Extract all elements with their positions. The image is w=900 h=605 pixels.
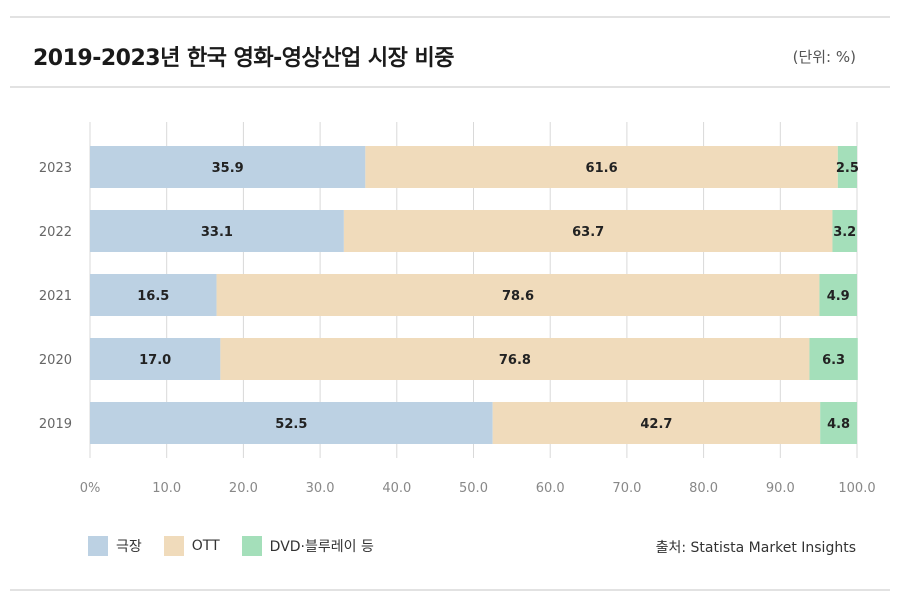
legend: 극장 OTT DVD·블루레이 등 xyxy=(88,536,396,556)
category-label-2020: 2020 xyxy=(39,353,72,368)
legend-label-ott: OTT xyxy=(191,538,220,554)
bar-theater-2023 xyxy=(90,146,366,188)
x-tick-label-8: 80.0 xyxy=(689,481,718,496)
bar-dvd-2022 xyxy=(832,210,857,252)
category-label-2023: 2023 xyxy=(39,161,72,176)
bar-theater-2019 xyxy=(90,402,493,444)
bar-dvd-2023 xyxy=(837,146,857,188)
data-label-dvd-2020: 6.3 xyxy=(822,353,845,368)
x-tick-label-1: 10.0 xyxy=(152,481,181,496)
data-label-theater-2022: 33.1 xyxy=(201,225,233,240)
bar-ott-2019 xyxy=(492,402,821,444)
category-label-2021: 2021 xyxy=(39,289,72,304)
legend-label-theater: 극장 xyxy=(116,539,142,555)
data-label-theater-2020: 17.0 xyxy=(139,353,171,368)
x-tick-label-4: 40.0 xyxy=(382,481,411,496)
bar-dvd-2020 xyxy=(809,338,858,380)
legend-swatch-theater xyxy=(88,536,108,556)
unit-label: (단위: %) xyxy=(792,48,856,66)
data-label-ott-2023: 61.6 xyxy=(586,161,618,176)
bar-dvd-2021 xyxy=(819,274,857,316)
legend-swatch-ott xyxy=(163,536,184,556)
x-tick-label-7: 70.0 xyxy=(612,481,641,496)
data-label-theater-2023: 35.9 xyxy=(212,161,244,176)
bar-ott-2022 xyxy=(343,210,833,252)
data-label-ott-2020: 76.8 xyxy=(499,353,531,368)
legend-item-dvd: DVD·블루레이 등 xyxy=(241,536,374,556)
x-tick-label-2: 20.0 xyxy=(229,481,258,496)
category-label-2022: 2022 xyxy=(39,225,72,240)
bar-dvd-2019 xyxy=(820,402,857,444)
data-label-ott-2021: 78.6 xyxy=(502,289,534,304)
top-rule xyxy=(10,16,890,18)
data-label-ott-2019: 42.7 xyxy=(640,417,672,432)
bar-ott-2021 xyxy=(216,274,820,316)
bar-theater-2021 xyxy=(90,274,217,316)
data-label-dvd-2021: 4.9 xyxy=(827,289,850,304)
bar-theater-2020 xyxy=(90,338,221,380)
x-tick-label-5: 50.0 xyxy=(459,481,488,496)
bar-ott-2023 xyxy=(365,146,838,188)
data-label-dvd-2019: 4.8 xyxy=(827,417,850,432)
legend-item-theater: 극장 xyxy=(88,536,142,556)
category-label-2019: 2019 xyxy=(39,417,72,432)
x-tick-label-6: 60.0 xyxy=(536,481,565,496)
data-label-ott-2022: 63.7 xyxy=(572,225,604,240)
legend-label-dvd: DVD·블루레이 등 xyxy=(269,539,374,555)
x-tick-label-10: 100.0 xyxy=(838,481,875,496)
x-tick-label-0: 0% xyxy=(80,481,101,496)
bar-ott-2020 xyxy=(220,338,810,380)
data-label-theater-2021: 16.5 xyxy=(137,289,169,304)
title-divider xyxy=(10,86,890,88)
data-label-dvd-2023: 2.5 xyxy=(836,161,859,176)
legend-swatch-dvd xyxy=(241,536,262,556)
source-note: 출처: Statista Market Insights xyxy=(655,540,856,556)
x-tick-label-9: 90.0 xyxy=(766,481,795,496)
x-tick-label-3: 30.0 xyxy=(306,481,335,496)
bottom-rule xyxy=(10,589,890,591)
bar-theater-2022 xyxy=(90,210,344,252)
data-label-theater-2019: 52.5 xyxy=(275,417,307,432)
chart-title: 2019-2023년 한국 영화-영상산업 시장 비중 xyxy=(33,46,454,71)
data-label-dvd-2022: 3.2 xyxy=(833,225,856,240)
legend-item-ott: OTT xyxy=(163,536,220,556)
